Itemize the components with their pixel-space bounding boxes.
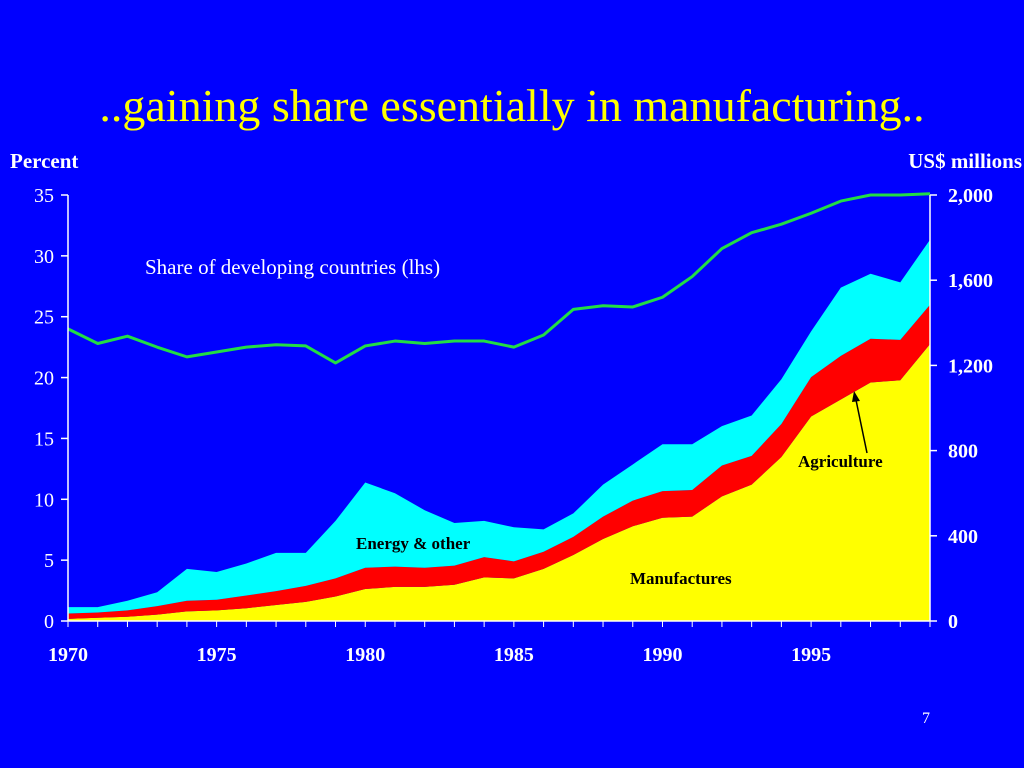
line-layer [67,192,931,365]
right-tick-label: 800 [948,441,978,463]
x-tick-label: 1975 [197,644,237,666]
x-tick-label: 1985 [494,644,534,666]
left-tick-label: 35 [34,185,54,207]
share-line [67,192,931,365]
left-axis-label: Percent [10,149,78,173]
right-tick-label: 2,000 [948,185,993,207]
left-tick-label: 0 [44,611,54,633]
agriculture-arrow-line [855,399,868,454]
right-tick-label: 1,600 [948,270,993,292]
axes-layer: 0 5 10 15 20 25 30 35 0 400 800 1,200 1,600 2,000 1970… [34,185,993,666]
energy-other-area [68,239,930,614]
x-tick-label: 1995 [791,644,831,666]
right-tick-label: 0 [948,611,958,633]
agriculture-arrow-head [852,391,860,402]
energy-other-label: Energy & other [356,534,471,553]
x-tick-label: 1990 [642,644,682,666]
right-axis-label: US$ millions [908,149,1022,173]
right-tick-label: 400 [948,526,978,548]
x-tick-label: 1970 [48,644,88,666]
left-tick-label: 20 [34,368,54,390]
area-layer [68,239,930,621]
left-tick-label: 15 [34,428,54,450]
manufactures-area [68,344,930,621]
manufactures-label: Manufactures [630,569,732,588]
agriculture-area [68,304,930,619]
left-tick-label: 25 [34,307,54,329]
left-tick-label: 30 [34,246,54,268]
page-number: 7 [922,710,930,727]
slide-title: ..gaining share essentially in manufactu… [99,80,925,131]
left-tick-label: 10 [34,489,54,511]
agriculture-label: Agriculture [798,452,883,471]
right-tick-label: 1,200 [948,355,993,377]
x-tick-label: 1980 [345,644,385,666]
left-tick-label: 5 [44,550,54,572]
share-line-label: Share of developing countries (lhs) [145,255,440,279]
